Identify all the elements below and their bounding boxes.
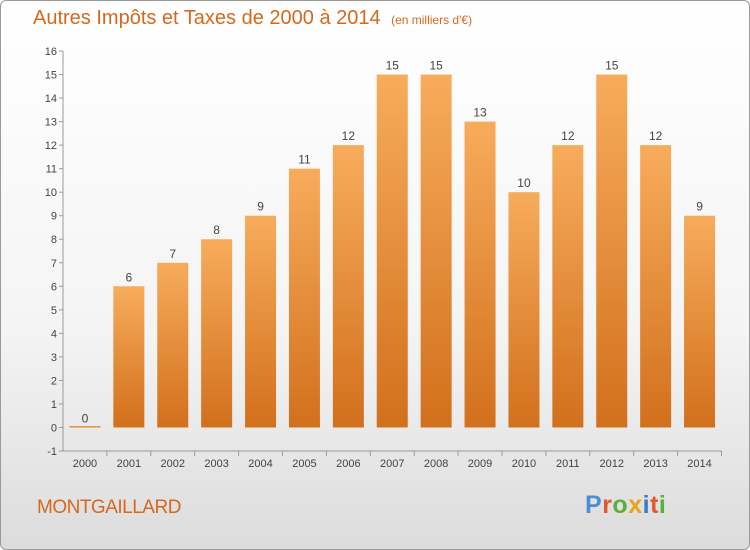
y-tick-label: 6 [51,281,57,293]
bar [332,145,364,428]
y-tick-label: 7 [51,258,57,270]
bars [69,74,716,428]
y-tick-label: 2 [51,375,57,387]
brand-letter: r [602,491,613,519]
data-label: 10 [517,176,531,190]
bar [464,121,496,428]
bar [640,145,672,428]
x-tick-label: 2009 [468,458,492,470]
bar [201,239,233,428]
y-tick-label: 5 [51,305,57,317]
data-label: 8 [213,223,220,237]
bar [157,262,189,428]
data-label: 15 [429,59,443,73]
x-tick-label: 2014 [687,458,711,470]
y-tick-label: 15 [45,70,57,82]
brand-letter: x [628,491,643,519]
bar [245,215,277,428]
bar [552,145,584,428]
brand-letter: i [642,491,651,519]
data-label: 9 [696,200,703,214]
brand-letter: P [585,491,603,519]
chart-title-group: Autres Impôts et Taxes de 2000 à 2014 (e… [33,7,472,30]
bar [288,168,320,428]
x-tick-label: 2013 [643,458,667,470]
data-label: 9 [257,200,264,214]
y-tick-label: 0 [51,422,57,434]
bar [376,74,408,428]
data-label: 7 [169,247,176,261]
x-axis: 2000 2001 2002 2003 2004 2005 2006 2007 2008 2009… [63,450,722,470]
x-tick-label: 2005 [292,458,316,470]
brand-logo: Proxiti [585,491,666,520]
y-tick-label: 3 [51,352,57,364]
x-tick-label: 2011 [556,458,580,470]
x-tick-label: 2002 [161,458,185,470]
y-tick-label: 12 [45,140,57,152]
y-tick-label: 11 [46,164,57,176]
data-label: 15 [605,59,619,73]
data-label: 13 [473,106,487,120]
y-tick-label: 8 [51,234,57,246]
data-label: 12 [561,129,575,143]
bar [508,192,540,428]
data-label: 0 [82,411,89,425]
brand-letter: i [658,491,667,519]
brand-letter: t [650,491,659,519]
bar [113,286,145,428]
data-label: 6 [126,270,133,284]
y-tick-label: 16 [45,46,57,58]
x-tick-label: 2008 [424,458,448,470]
x-tick-label: 2001 [117,458,141,470]
chart-title: Autres Impôts et Taxes de 2000 à 2014 [33,7,381,29]
data-label: 12 [649,129,663,143]
data-labels: 0 6 7 8 9 11 12 15 15 13 10 12 15 12 9 [82,59,704,426]
x-tick-label: 2012 [600,458,624,470]
bar [596,74,628,428]
data-label: 12 [342,129,356,143]
brand-letter: o [612,491,629,519]
x-tick-label: 2007 [380,458,404,470]
x-tick-label: 2003 [204,458,228,470]
y-tick-label: 13 [45,117,57,129]
y-tick-label: 9 [51,211,57,223]
y-tick-label: -1 [47,446,57,458]
y-tick-label: 1 [51,399,57,411]
y-tick-label: 4 [51,328,57,340]
bar [69,425,101,428]
chart-unit: (en milliers d'€) [391,13,473,27]
town-name: MONTGAILLARD [37,497,181,518]
data-label: 11 [298,153,311,167]
x-tick-label: 2006 [336,458,360,470]
bar [684,215,716,428]
x-tick-label: 2000 [73,458,97,470]
y-tick-label: 10 [45,187,57,199]
x-tick-label: 2010 [512,458,536,470]
y-tick-label: 14 [45,93,57,105]
x-tick-label: 2004 [248,458,272,470]
bar [420,74,452,428]
data-label: 15 [386,59,400,73]
